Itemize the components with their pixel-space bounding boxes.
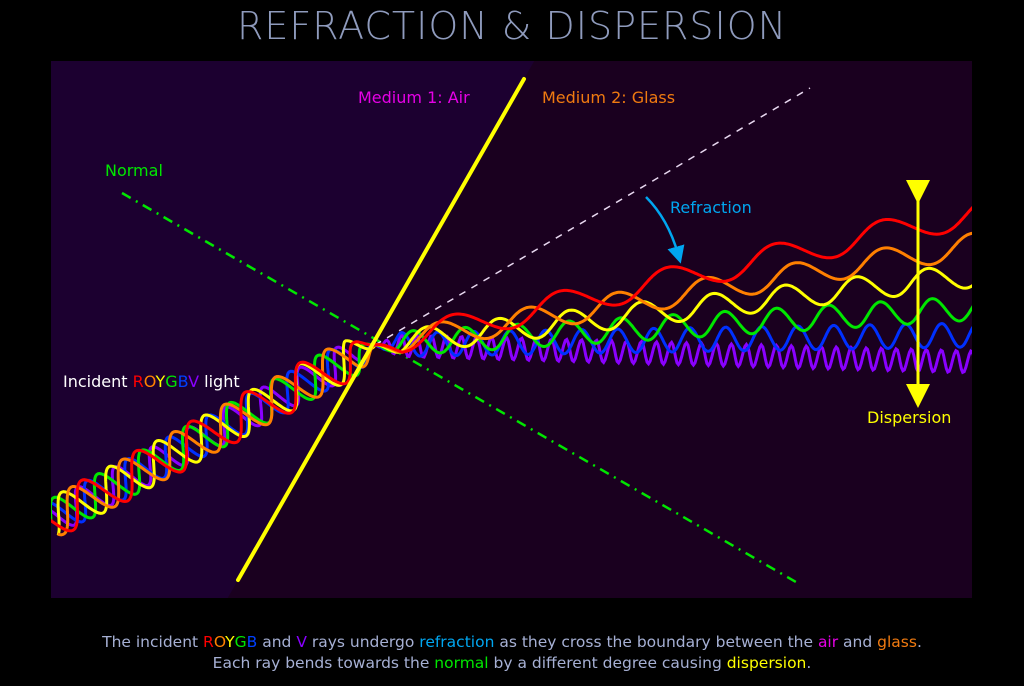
light-rays xyxy=(51,205,972,537)
caption-text-part: . xyxy=(806,654,812,672)
normal-line xyxy=(121,191,797,584)
diagram-panel: Medium 1: Air Medium 2: Glass Normal Ref… xyxy=(51,61,972,598)
caption-text-part: B xyxy=(246,633,258,651)
incident-label-part: R xyxy=(133,372,144,391)
refraction-label: Refraction xyxy=(670,198,752,217)
refracted-ray-green xyxy=(375,297,972,355)
refracted-ray-violet xyxy=(374,333,972,375)
caption-text-part: G xyxy=(234,633,247,651)
caption-text-part: and xyxy=(838,633,878,651)
incident-label-part: O xyxy=(144,372,156,391)
refracted-ray-orange xyxy=(374,231,972,354)
caption-text-part: refraction xyxy=(419,633,495,651)
normal-label: Normal xyxy=(105,161,163,180)
caption-text-part: V xyxy=(296,633,307,651)
caption-line-1: The incident ROYGB and V rays undergo re… xyxy=(0,632,1024,653)
caption-text-part: dispersion xyxy=(726,654,807,672)
caption-text-part: as they cross the boundary between the xyxy=(494,633,818,651)
refracted-ray-yellow xyxy=(374,266,972,354)
incident-label-part: V xyxy=(188,372,199,391)
dispersion-label: Dispersion xyxy=(867,408,951,427)
incident-extension-dashed-line xyxy=(374,87,811,346)
caption-line-2: Each ray bends towards the normal by a d… xyxy=(0,653,1024,674)
caption-text-part: by a different degree causing xyxy=(488,654,727,672)
incident-label-part: B xyxy=(178,372,188,391)
caption-text-part: Y xyxy=(225,633,235,651)
caption-text-part: and xyxy=(257,633,297,651)
caption-text-part: air xyxy=(817,633,839,651)
caption: The incident ROYGB and V rays undergo re… xyxy=(0,632,1024,674)
incident-ray-red xyxy=(51,340,376,533)
caption-text-part: normal xyxy=(434,654,489,672)
incident-label-part: Incident xyxy=(63,372,133,391)
incident-label-part: Y xyxy=(154,372,165,391)
caption-text-part: . xyxy=(916,633,922,651)
incident-label-part: light xyxy=(199,372,240,391)
refracted-ray-red xyxy=(374,205,972,354)
caption-text-part: rays undergo xyxy=(306,633,420,651)
air-region xyxy=(51,61,535,598)
caption-text-part: The incident xyxy=(102,633,204,651)
incident-label-part: G xyxy=(165,372,177,391)
caption-text-part: glass xyxy=(877,633,917,651)
medium1-label: Medium 1: Air xyxy=(358,88,470,107)
incident-ray-orange xyxy=(57,343,376,537)
caption-text-part: O xyxy=(213,633,226,651)
page-title: REFRACTION & DISPERSION xyxy=(236,4,788,48)
incident-light-label: Incident ROYGBV light xyxy=(63,372,240,391)
refraction-arrow-icon xyxy=(645,196,685,264)
boundary-line xyxy=(236,77,526,582)
caption-text-part: R xyxy=(203,633,214,651)
medium2-label: Medium 2: Glass xyxy=(542,88,675,107)
caption-text-part: Each ray bends towards the xyxy=(212,654,435,672)
